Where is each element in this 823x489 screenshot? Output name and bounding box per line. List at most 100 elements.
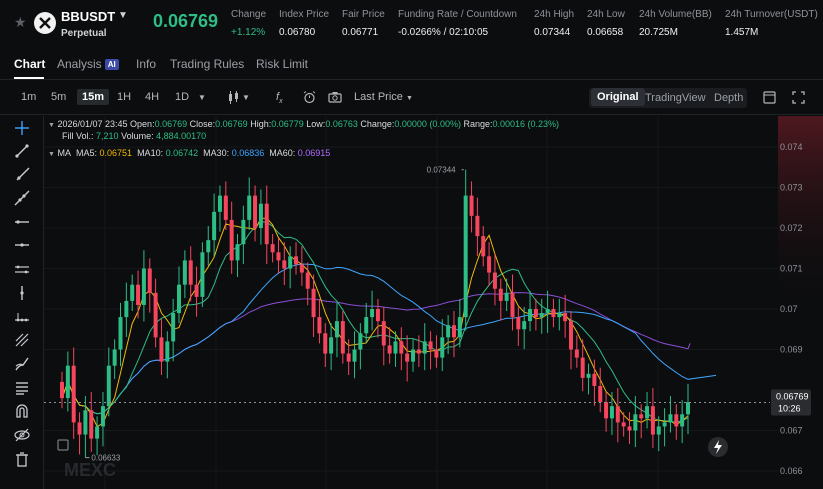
candle-type-caret-icon[interactable]: ▼ [242, 93, 250, 102]
symbol-name[interactable]: BBUSDT [61, 9, 116, 24]
candle-up [83, 410, 88, 435]
legend-close: 0.06769 [215, 119, 248, 129]
timeframe-5m[interactable]: 5m [51, 91, 67, 103]
candle-down [229, 219, 234, 261]
brush-icon[interactable] [14, 356, 30, 372]
stat-24h-low: 24h Low 0.06658 [587, 9, 625, 38]
candle-up [130, 284, 135, 301]
tab-trading-rules[interactable]: Trading Rules [170, 57, 245, 71]
ray-line-icon[interactable] [14, 167, 30, 183]
drawing-tools-rail [0, 116, 44, 489]
timeframe-4h[interactable]: 4H [145, 91, 160, 103]
view-original[interactable]: Original [591, 88, 645, 106]
parallel-channel-icon[interactable] [14, 261, 30, 277]
candle-up [668, 414, 673, 423]
horizontal-ray-icon[interactable] [14, 237, 30, 253]
candle-down [323, 333, 328, 354]
current-price-label: 0.06769 [776, 392, 809, 402]
candle-down [416, 349, 421, 354]
alarm-icon[interactable] [303, 91, 316, 107]
favorite-star-icon[interactable]: ★ [14, 14, 27, 30]
candle-down [674, 414, 679, 427]
contract-type: Perpetual [61, 28, 107, 39]
ma10-line [61, 221, 689, 423]
timeframe-15m[interactable]: 15m [77, 89, 110, 105]
horizontal-line-icon[interactable] [14, 214, 30, 230]
tab-risk-limit[interactable]: Risk Limit [256, 57, 309, 71]
text-tool-icon[interactable] [14, 380, 30, 396]
view-tradingview[interactable]: TradingView [645, 92, 706, 104]
symbol-dropdown-caret-icon[interactable]: ▼ [118, 10, 128, 21]
stat-index-price: Index Price 0.06780 [279, 9, 330, 38]
tab-info[interactable]: Info [136, 57, 157, 71]
candle-up [258, 203, 263, 228]
tab-chart[interactable]: Chart [14, 57, 46, 71]
ma5-line [61, 217, 689, 428]
delete-drawings-trash-icon[interactable] [14, 451, 30, 467]
ticker-header: ★ BBUSDT ▼ Perpetual 0.06769 Change +1.12… [0, 0, 823, 48]
tab-analysis[interactable]: Analysis AI [57, 57, 119, 71]
candle-up [95, 426, 100, 439]
candle-down [188, 260, 193, 285]
y-tick-label: 0.069 [780, 345, 803, 355]
candle-up [370, 309, 375, 318]
candle-down [563, 313, 568, 322]
stat-24h-turnover: 24h Turnover(USDT) 1.457M [725, 9, 818, 38]
legend-change: 0.00000 (0.00%) [394, 119, 461, 129]
candle-up [364, 317, 369, 334]
extended-line-icon[interactable] [14, 190, 30, 206]
stat-fair-price: Fair Price 0.06771 [342, 9, 385, 38]
candle-up [124, 300, 129, 318]
low-price-label: 0.06633 [91, 454, 120, 463]
candle-down [340, 321, 345, 354]
screenshot-camera-icon[interactable] [328, 91, 342, 106]
trend-line-icon[interactable] [14, 143, 30, 159]
candle-down [89, 410, 94, 439]
price-range-icon[interactable] [14, 309, 30, 325]
legend-fill-vol: 7,210 [96, 131, 119, 141]
timeframe-1d[interactable]: 1D [175, 91, 190, 103]
candle-down [305, 272, 310, 289]
view-depth[interactable]: Depth [714, 92, 744, 104]
candle-up [504, 292, 509, 301]
candle-up [106, 365, 111, 407]
candle-down [317, 317, 322, 334]
candle-down [282, 260, 287, 269]
candle-down [136, 284, 141, 305]
candle-down [399, 341, 404, 354]
ohlc-legend: ▼ 2026/01/07 23:45 Open:0.06769 Close:0.… [48, 119, 560, 129]
candle-down [159, 337, 164, 362]
candle-up [334, 321, 339, 338]
layout-panel-icon[interactable] [763, 91, 776, 107]
timeframe-1h[interactable]: 1H [117, 91, 132, 103]
indicators-icon[interactable]: fx [276, 91, 283, 106]
chart-toolbar: 1m 5m 15m 1H 4H 1D ▼ ▼ fx Last Price ▼ O… [0, 81, 823, 115]
fullscreen-icon[interactable] [792, 91, 805, 107]
legend-collapse-caret-icon[interactable]: ▼ [48, 122, 55, 129]
candle-down [194, 284, 199, 297]
candle-up [609, 406, 614, 419]
candle-up [680, 414, 685, 427]
timeframe-1m[interactable]: 1m [21, 91, 37, 103]
candle-up [171, 313, 176, 342]
crosshair-icon[interactable] [14, 120, 30, 136]
vertical-line-icon[interactable] [14, 285, 30, 301]
candle-up [557, 313, 562, 318]
candle-down [264, 203, 269, 245]
candlestick-chart[interactable]: 0.0740.0730.0720.0710.070.0690.0670.066 … [44, 116, 823, 489]
candle-up [241, 219, 246, 245]
ma-collapse-caret-icon[interactable]: ▼ [48, 151, 55, 158]
mexc-watermark: MEXC [64, 460, 116, 480]
stat-24h-high: 24h High 0.07344 [534, 9, 575, 38]
candle-down [551, 309, 556, 318]
price-type-select[interactable]: Last Price ▼ [354, 91, 413, 103]
magnet-icon[interactable] [14, 403, 30, 419]
fibonacci-icon[interactable] [14, 332, 30, 348]
more-timeframes-caret-icon[interactable]: ▼ [198, 93, 206, 102]
high-price-label: 0.07344 [427, 166, 456, 175]
view-switcher: Original TradingView Depth [589, 88, 747, 108]
candle-up [329, 337, 334, 354]
hide-drawings-eye-icon[interactable] [14, 427, 30, 443]
candle-type-icon[interactable] [227, 91, 241, 107]
candle-down [580, 357, 585, 378]
